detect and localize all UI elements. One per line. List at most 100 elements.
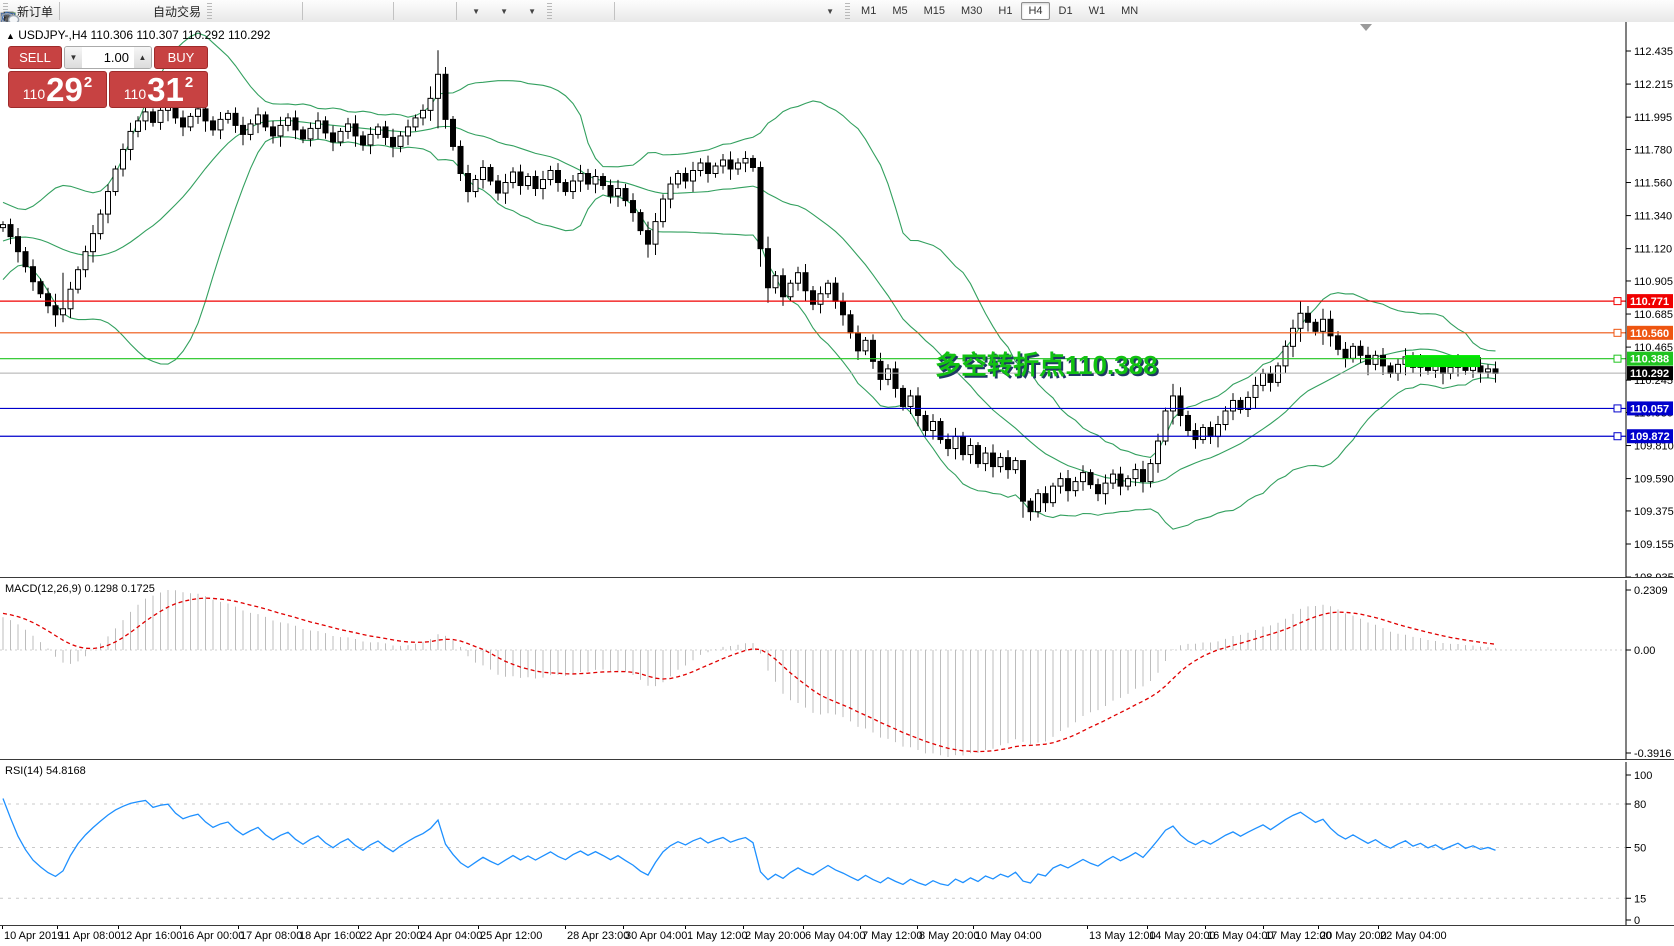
candle-body — [840, 300, 846, 316]
candle-body — [615, 188, 621, 197]
timeframe-H1[interactable]: H1 — [998, 5, 1013, 17]
timeframe-W1[interactable]: W1 — [1088, 5, 1106, 17]
line-handle[interactable] — [1613, 432, 1622, 441]
volume-increase-button[interactable]: ▲ — [134, 47, 151, 68]
price-tick-label: 109.810 — [1634, 441, 1674, 453]
time-axis-label: 14 May 20:00 — [1149, 930, 1216, 942]
sell-price-button[interactable]: 110 29 2 — [8, 71, 107, 108]
candle-body — [787, 282, 794, 298]
timeframe-M1[interactable]: M1 — [861, 5, 877, 17]
candle-body — [187, 115, 194, 128]
level-price-flag — [1627, 429, 1673, 444]
time-axis-label: 11 Apr 08:00 — [59, 930, 121, 942]
volume-decrease-button[interactable]: ▼ — [65, 47, 82, 68]
sell-price-pips: 29 — [46, 71, 83, 108]
timeframe-MN[interactable]: MN — [1121, 5, 1139, 17]
line-handle[interactable] — [1613, 404, 1622, 413]
rsi-panel[interactable]: 100 80 50 15 0 — [0, 762, 1674, 925]
candle-body — [622, 188, 629, 202]
line-handle[interactable] — [1613, 297, 1622, 306]
candle-body — [900, 387, 906, 407]
candle-body — [247, 123, 254, 135]
candle-body — [142, 111, 149, 122]
rsi-axis-label: 15 — [1634, 893, 1646, 905]
candle-body — [1357, 345, 1364, 356]
price-tick-label: 108.935 — [1634, 572, 1674, 577]
timeframe-M30[interactable]: M30 — [961, 5, 983, 17]
candle-body — [1012, 460, 1019, 471]
current-price-flag — [1627, 366, 1673, 381]
candle-body — [1372, 354, 1379, 365]
candle-body — [105, 191, 111, 215]
candle-body — [1245, 396, 1251, 410]
rsi-axis-label: 100 — [1634, 770, 1652, 782]
chart-title-arrow: ▲ — [6, 31, 15, 41]
buy-price-button[interactable]: 110 31 2 — [109, 71, 208, 108]
candle-body — [1327, 318, 1334, 337]
timeframe-M5[interactable]: M5 — [892, 5, 908, 17]
candle-body — [825, 282, 831, 295]
price-tick-label: 109.590 — [1634, 474, 1674, 486]
toolbar-grip — [3, 3, 8, 19]
candle-body — [675, 173, 681, 185]
candle-body — [1020, 460, 1026, 502]
time-axis-label: 13 May 12:00 — [1089, 930, 1156, 942]
line-handle[interactable] — [1613, 328, 1622, 337]
candle-body — [75, 269, 81, 290]
time-axis-label: 7 May 12:00 — [862, 930, 923, 942]
candle-body — [945, 439, 951, 450]
candle-body — [1102, 482, 1109, 495]
time-tick — [1378, 926, 1379, 929]
candle-body — [795, 272, 801, 284]
candle-body — [1140, 469, 1146, 483]
macd-axis-label: 0.00 — [1634, 645, 1655, 657]
time-tick — [565, 926, 566, 929]
timeframe-H4[interactable]: H4 — [1021, 2, 1050, 20]
candle-body — [802, 272, 809, 292]
macd-panel[interactable]: 0.2309 0.00 -0.3916 — [0, 580, 1674, 759]
candle-body — [772, 275, 779, 289]
time-axis-label: 22 Apr 20:00 — [360, 930, 423, 942]
time-axis[interactable]: 10 Apr 2019 11 Apr 08:00 12 Apr 16:00 16 Ap… — [0, 925, 1674, 946]
timeframe-M15[interactable]: M15 — [923, 5, 945, 17]
buy-price-pips: 31 — [147, 71, 184, 108]
candle-body — [1162, 410, 1169, 442]
candle-body — [1095, 484, 1101, 495]
candle-body — [37, 281, 44, 295]
candle-body — [157, 109, 164, 123]
sell-button[interactable]: SELL — [8, 46, 62, 69]
bollinger-band — [2, 32, 1496, 459]
time-axis-label: 24 Apr 04:00 — [420, 930, 483, 942]
buy-button[interactable]: BUY — [154, 46, 208, 69]
price-tick-label: 111.340 — [1634, 211, 1672, 223]
level-price-flag — [1627, 294, 1673, 309]
volume-field[interactable]: 1.00 — [103, 50, 129, 65]
candle-body — [810, 290, 816, 305]
chart-shift-marker[interactable] — [1360, 24, 1372, 31]
price-tick-label: 110.685 — [1634, 309, 1673, 321]
candle-body — [750, 157, 756, 168]
candle-body — [667, 183, 674, 200]
candle-body — [90, 233, 96, 253]
time-axis-label: 10 May 04:00 — [975, 930, 1042, 942]
candle-body — [982, 452, 989, 465]
candle-body — [52, 305, 59, 316]
price-chart[interactable]: 多空转折点110.388多空转折点110.388112.435112.21511… — [0, 22, 1674, 577]
candle-body — [630, 200, 636, 214]
candle-body — [1365, 354, 1371, 365]
candle-body — [735, 162, 741, 170]
line-handle[interactable] — [1613, 354, 1622, 363]
macd-label: MACD(12,26,9) 0.1298 0.1725 — [5, 583, 155, 595]
highlight-rectangle[interactable] — [1405, 355, 1480, 368]
timeframe-D1[interactable]: D1 — [1058, 5, 1073, 17]
bollinger-band — [2, 136, 1496, 530]
candle-body — [1200, 427, 1206, 441]
timeframe-bar: M1 M5 M15 M30 H1 H4 D1 W1 MN — [853, 2, 1146, 20]
candle-body — [15, 236, 21, 253]
macd-signal-line — [2, 597, 1496, 753]
candle-body — [1282, 345, 1289, 367]
candle-body — [660, 198, 666, 223]
time-tick — [1087, 926, 1088, 929]
candle-body — [1395, 363, 1401, 374]
svg-text:110.388: 110.388 — [1630, 354, 1669, 366]
